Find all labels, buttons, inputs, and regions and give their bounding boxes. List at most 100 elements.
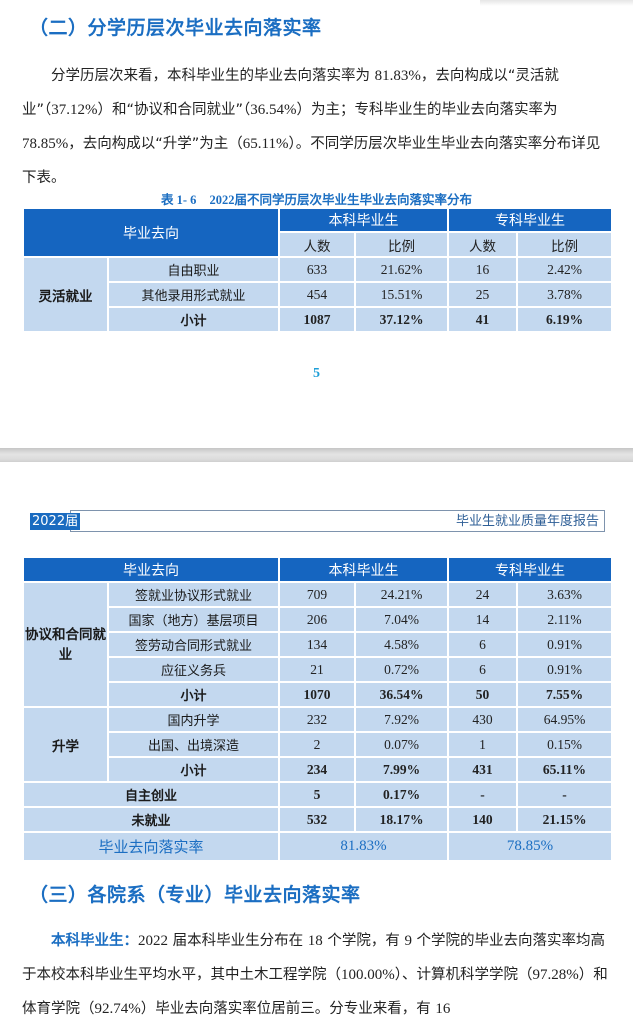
inline-text: 届本科毕业生分布在 [168,933,308,949]
header-destination: 毕业去向 [22,207,280,258]
u-count: 206 [278,606,356,633]
document-page-5: （二）分学历层次毕业去向落实率 分学历层次来看，本科毕业生的毕业去向落实率为 8… [0,0,633,448]
running-header: 2022届 毕业生就业质量年度报告 [30,510,605,532]
table-row: 签劳动合同形式就业 134 4.58% 6 0.91% [23,631,613,658]
placement-rate-junior-college: 78.85% [447,831,613,862]
inline-text: ）、计算机科学学院（ [394,967,533,983]
inline-number: 37.12% [51,102,98,118]
inline-number: 97.28% [532,967,579,983]
j-ratio: 3.78% [516,281,613,308]
j-ratio: 2.11% [516,606,613,633]
j-ratio: 64.95% [516,706,613,733]
u-ratio: 7.92% [354,706,449,733]
j-count: 14 [447,606,518,633]
table-caption-year: 2022 [209,193,235,207]
section-title-by-department: （三）各院系（专业）毕业去向落实率 [29,884,361,906]
j-count: 6 [447,656,518,683]
inline-number: 18 [307,933,323,949]
row-name: 小计 [107,306,280,333]
inline-number: 100.00% [341,967,395,983]
header-undergraduate: 本科毕业生 [278,207,449,233]
u-count: 532 [278,806,356,833]
u-count: 5 [278,781,356,808]
row-name: 出国、出境深造 [107,731,280,758]
header-undergraduate: 本科毕业生 [278,556,449,583]
table-row-unemployed: 未就业 532 18.17% 140 21.15% [22,806,613,833]
header-u-count: 人数 [278,231,356,258]
inline-text: ）和体育学院（ [22,967,608,1017]
j-count: 41 [447,306,518,333]
table-row: 灵活就业 自由职业 633 21.62% 16 2.42% [22,256,613,333]
table-row: 协议和合同就业 签就业协议形式就业 709 24.21% 24 3.63% [22,581,613,708]
j-count: 50 [447,681,518,708]
u-ratio: 0.07% [354,731,449,758]
table-caption: 表 1- 6 2022届不同学历层次毕业生毕业去向落实率分布 [0,189,633,208]
j-count: 16 [447,256,518,283]
j-count: - [447,781,518,808]
u-ratio: 24.21% [354,581,449,608]
table-caption-label: 表 1- 6 [161,193,197,207]
u-ratio: 7.04% [354,606,449,633]
u-ratio: 18.17% [354,806,449,833]
header-j-ratio: 比例 [516,231,613,258]
table-row: 其他录用形式就业 454 15.51% 25 3.78% [23,281,613,308]
inline-text: ）。不同学历层次毕业生毕业去向落实率分布详见下表。 [22,136,601,186]
inline-text: 分学历层次来看，本科毕业生的毕业去向落实率为 [51,68,375,84]
table-row: 应征义务兵 21 0.72% 6 0.91% [23,656,613,683]
inline-number: 9 [404,933,412,949]
body-paragraph: 本科毕业生：2022 届本科毕业生分布在 18 个学院，有 9 个学院的毕业去向… [22,924,610,1026]
category-further-study: 升学 [22,706,109,783]
row-name: 签就业协议形式就业 [107,581,280,608]
j-count: 140 [447,806,518,833]
body-paragraph: 分学历层次来看，本科毕业生的毕业去向落实率为 81.83%，去向构成以“灵活就业… [22,59,610,195]
table-caption-title: 届不同学历层次毕业生毕业去向落实率分布 [234,192,472,207]
header-j-count: 人数 [447,231,518,258]
category-contract-employment: 协议和合同就业 [22,581,109,708]
inline-text: ）为主；专科毕业生的毕业去向落实率为 [296,102,558,118]
j-count: 6 [447,631,518,658]
inline-number: 65.11% [242,136,289,152]
u-count: 709 [278,581,356,608]
row-name: 自主创业 [22,781,280,808]
row-name: 签劳动合同形式就业 [107,631,280,658]
inline-number: 78.85% [22,136,69,152]
category-flexible-employment: 灵活就业 [22,256,109,333]
placement-rate-undergraduate: 81.83% [278,831,449,862]
u-ratio: 15.51% [354,281,449,308]
j-count: 24 [447,581,518,608]
u-count: 234 [278,756,356,783]
inline-text: ，去向构成以“灵活就业”（ [22,68,559,118]
j-ratio: 2.42% [516,256,613,283]
u-ratio: 0.17% [354,781,449,808]
subtotal-row: 小计 1087 37.12% 41 6.19% [23,306,613,333]
inline-number: 92.74% [94,1001,141,1017]
j-ratio: 0.91% [516,656,613,683]
header-junior-college: 专科毕业生 [447,556,613,583]
table-education-level-part2: 毕业去向 本科毕业生 专科毕业生 协议和合同就业 签就业协议形式就业 709 2… [22,556,613,862]
row-name: 国内升学 [107,706,280,733]
table-row: 出国、出境深造 2 0.07% 1 0.15% [23,731,613,758]
u-count: 134 [278,631,356,658]
u-ratio: 21.62% [354,256,449,283]
u-count: 232 [278,706,356,733]
inline-text: ）毕业去向落实率位居前三。分专业来看，有 [140,1001,436,1017]
inline-text: 个学院，有 [322,933,405,949]
inline-text: 个学院的毕业去向落实率均高于本校本科毕业生平均水平，其中土木工程学院（ [22,933,606,983]
section-title-by-education-level: （二）分学历层次毕业去向落实率 [29,17,322,39]
j-count: 1 [447,731,518,758]
j-count: 25 [447,281,518,308]
page-shadow [480,0,633,6]
inline-text: ，去向构成以“升学”为主（ [68,136,243,152]
j-ratio: 0.91% [516,631,613,658]
u-count: 454 [278,281,356,308]
placement-rate-label: 毕业去向落实率 [22,831,280,862]
inline-text: ）和“协议和合同就业”（ [97,102,251,118]
j-count: 430 [447,706,518,733]
header-report-title: 毕业生就业质量年度报告 [455,514,599,529]
table-row: 国家（地方）基层项目 206 7.04% 14 2.11% [23,606,613,633]
j-ratio: 65.11% [516,756,613,783]
u-ratio: 0.72% [354,656,449,683]
page-separator [0,448,633,462]
u-ratio: 4.58% [354,631,449,658]
u-ratio: 7.99% [354,756,449,783]
